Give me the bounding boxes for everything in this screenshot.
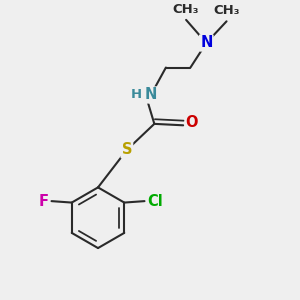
Text: Cl: Cl	[148, 194, 163, 208]
Text: CH₃: CH₃	[173, 2, 200, 16]
Text: S: S	[122, 142, 132, 158]
Text: H: H	[131, 88, 142, 101]
Text: O: O	[186, 116, 198, 130]
Text: F: F	[38, 194, 48, 208]
Text: N: N	[145, 88, 157, 103]
Text: CH₃: CH₃	[213, 4, 240, 17]
Text: N: N	[200, 35, 212, 50]
